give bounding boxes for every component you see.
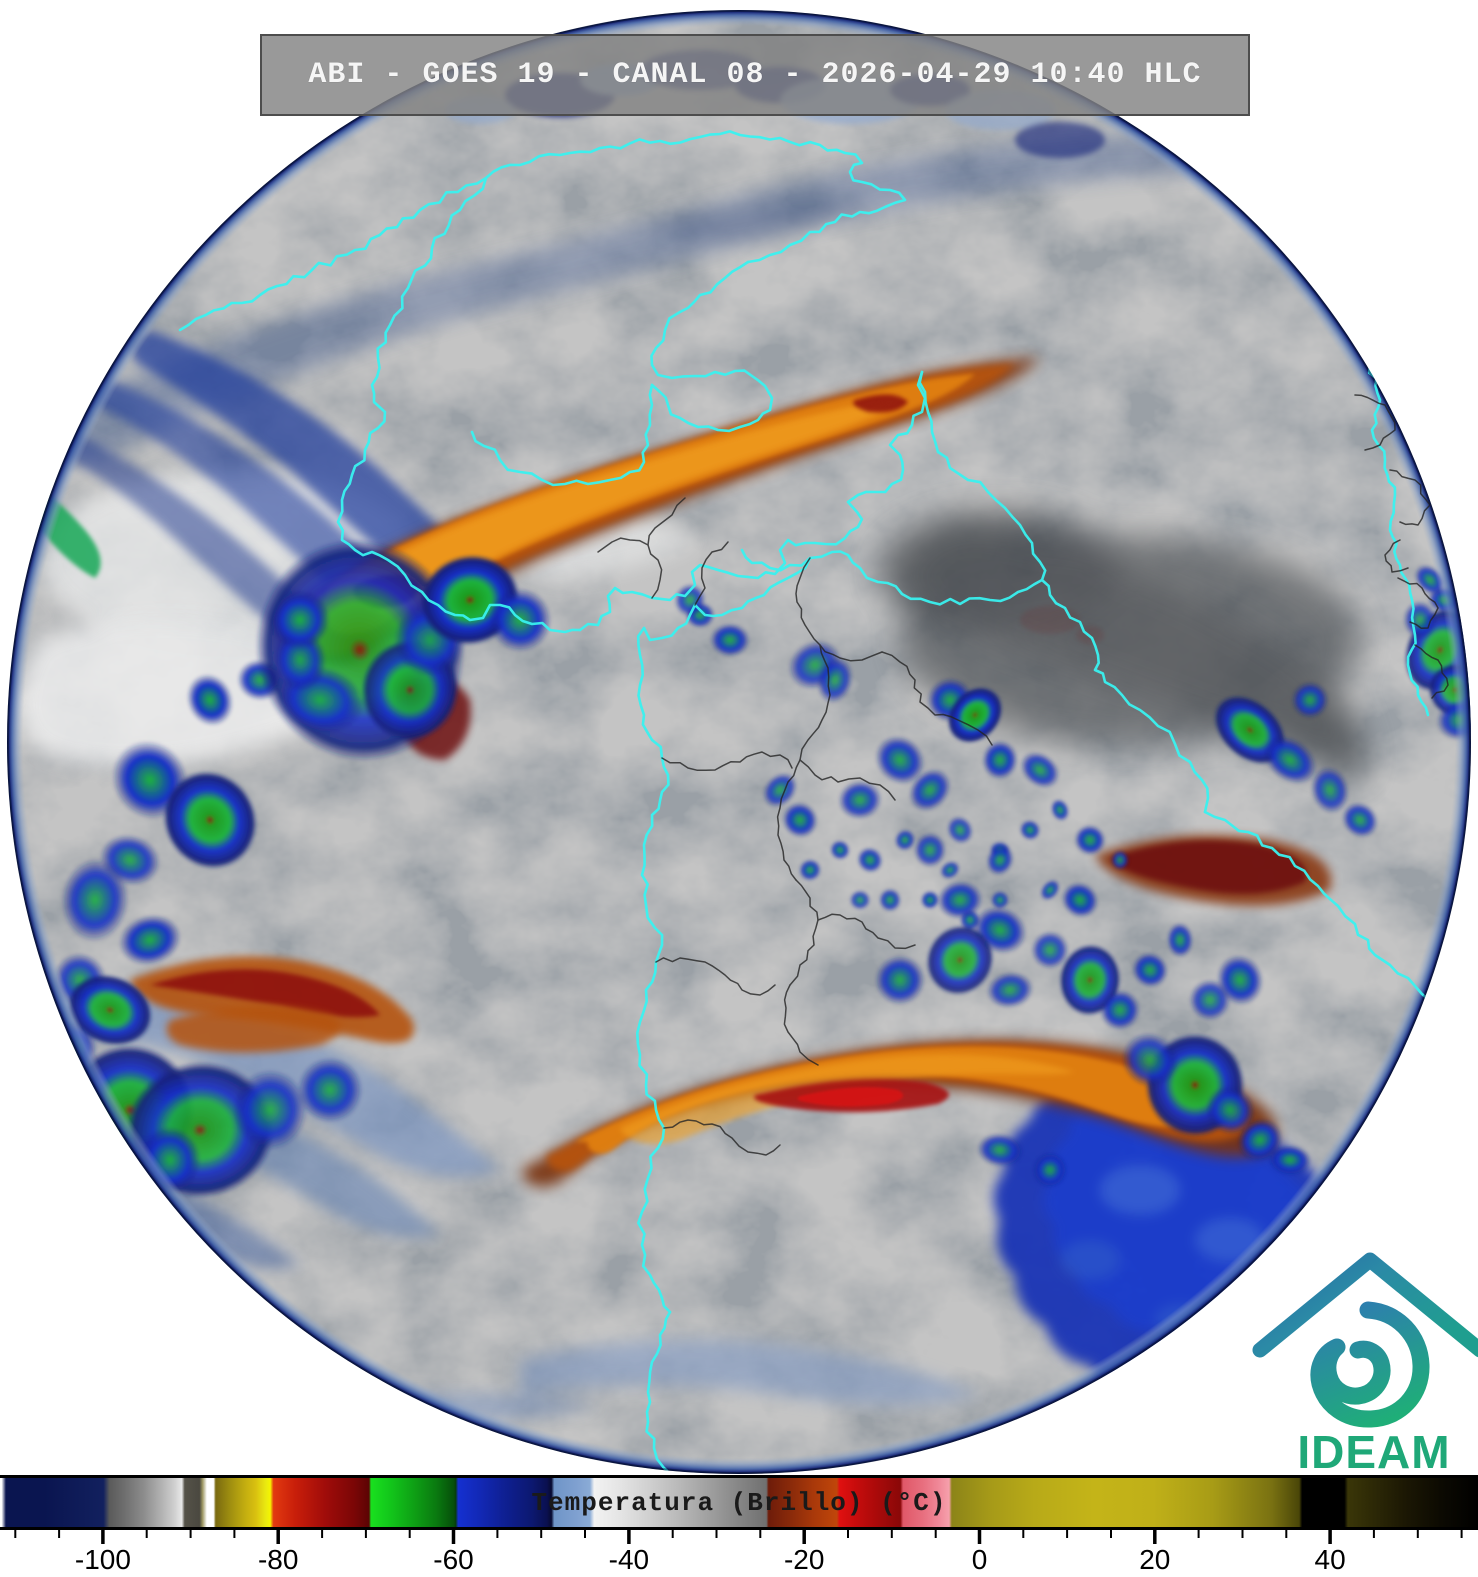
svg-text:-60: -60 xyxy=(433,1544,473,1575)
svg-text:-100: -100 xyxy=(75,1544,131,1575)
svg-text:-20: -20 xyxy=(784,1544,824,1575)
svg-text:IDEAM: IDEAM xyxy=(1297,1426,1450,1478)
svg-text:40: 40 xyxy=(1315,1544,1346,1575)
svg-text:-80: -80 xyxy=(258,1544,298,1575)
svg-text:20: 20 xyxy=(1139,1544,1170,1575)
svg-text:0: 0 xyxy=(972,1544,988,1575)
svg-text:-40: -40 xyxy=(609,1544,649,1575)
